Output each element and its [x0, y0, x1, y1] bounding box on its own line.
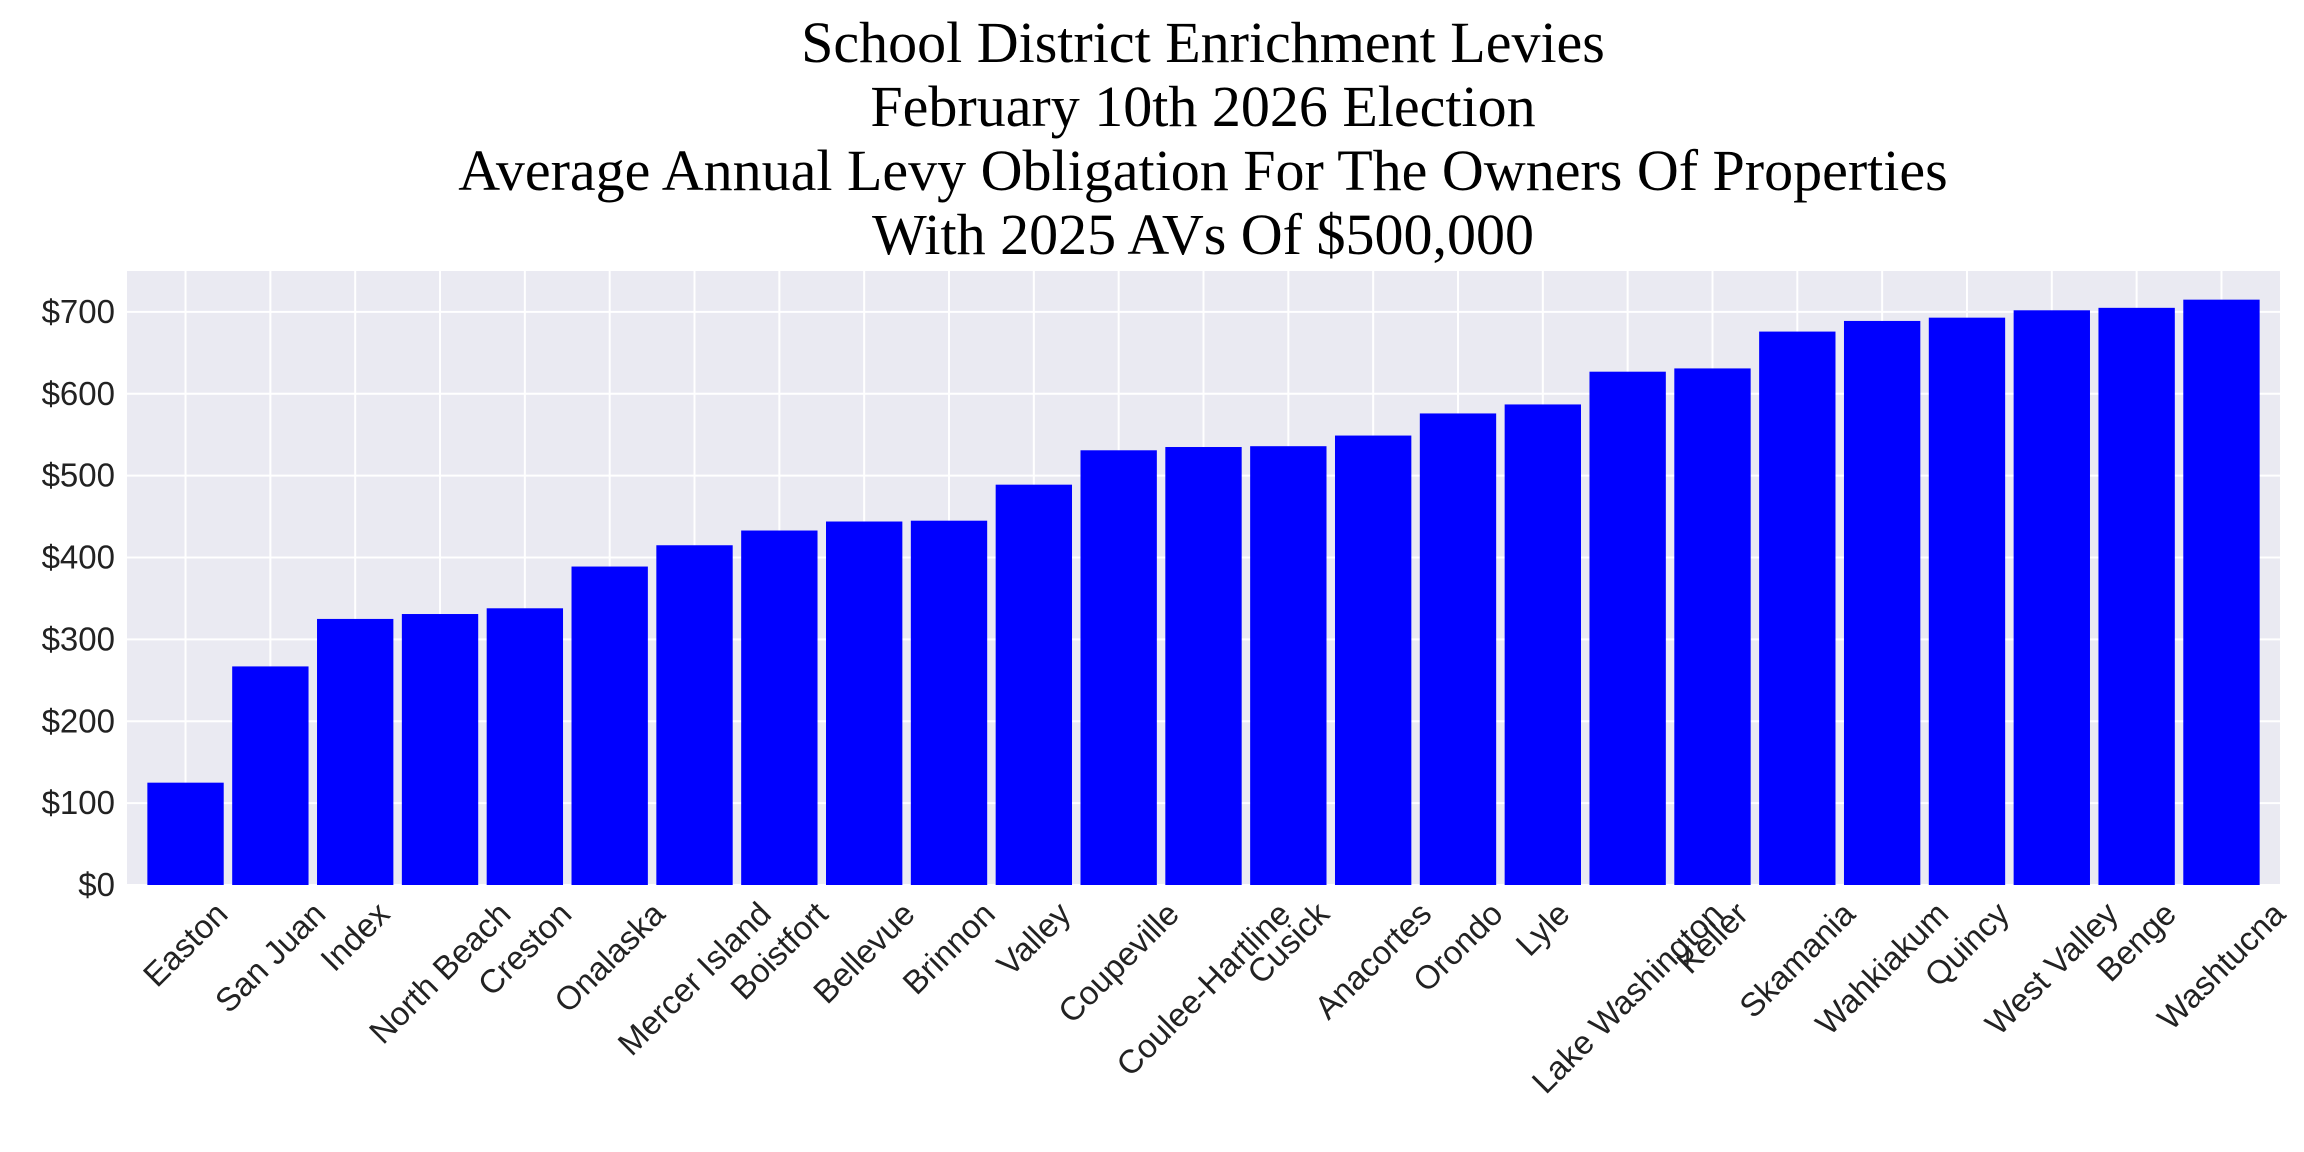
y-tick-label: $200 — [42, 702, 115, 739]
bar — [826, 521, 903, 885]
bar — [995, 484, 1073, 885]
bar — [571, 566, 648, 885]
bar — [1080, 450, 1157, 885]
bar — [910, 520, 988, 885]
bar — [401, 614, 479, 885]
chart-title: With 2025 AVs Of $500,000 — [872, 202, 1534, 267]
y-tick-label: $600 — [42, 375, 115, 412]
bar — [2183, 299, 2260, 885]
bar — [1674, 368, 1751, 885]
chart-title: February 10th 2026 Election — [870, 74, 1535, 139]
bar — [1250, 446, 1327, 885]
bar — [1589, 371, 1666, 885]
bar — [1504, 404, 1581, 885]
bar — [2098, 307, 2175, 886]
bar — [1334, 435, 1412, 885]
bar — [656, 545, 733, 885]
bar — [1843, 320, 1921, 885]
chart-title: Average Annual Levy Obligation For The O… — [458, 138, 1947, 203]
x-tick-label: Easton — [136, 895, 235, 994]
x-tick-label: Valley — [989, 894, 1077, 982]
bar — [1419, 413, 1497, 885]
bar — [1759, 331, 1836, 886]
x-tick-label: Index — [313, 894, 397, 978]
y-tick-label: $500 — [42, 457, 115, 494]
y-tick-label: $0 — [78, 866, 115, 903]
bar — [741, 530, 818, 885]
y-tick-label: $300 — [42, 620, 115, 657]
y-tick-label: $400 — [42, 539, 115, 576]
bar — [486, 608, 564, 885]
bar — [1928, 317, 2006, 885]
bar — [232, 666, 309, 885]
bar — [147, 782, 224, 885]
y-tick-label: $700 — [42, 293, 115, 330]
bar — [1165, 447, 1242, 885]
bar — [317, 618, 394, 885]
bar — [2013, 310, 2090, 885]
y-tick-label: $100 — [42, 784, 115, 821]
x-tick-label: Lyle — [1508, 895, 1576, 963]
chart-title: School District Enrichment Levies — [801, 10, 1605, 75]
